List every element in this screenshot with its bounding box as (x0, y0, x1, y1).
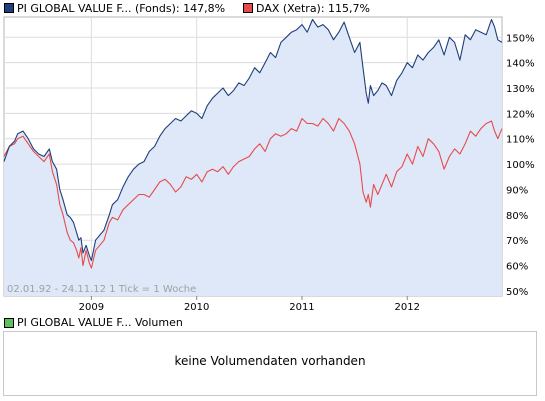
legend-swatch-dax (243, 3, 254, 13)
legend-swatch-fund (4, 3, 14, 13)
volume-empty-message: keine Volumendaten vorhanden (174, 354, 366, 368)
y-tick-label: 140% (506, 59, 535, 70)
chart-legend: PI GLOBAL VALUE F... (Fonds): 147,8% DAX… (4, 0, 388, 16)
y-tick-label: 130% (506, 84, 535, 95)
x-tick-label: 2012 (395, 302, 420, 313)
legend-item-fund: PI GLOBAL VALUE F... (Fonds): 147,8% (4, 2, 225, 15)
y-tick-label: 60% (506, 262, 528, 273)
legend-label-fund: PI GLOBAL VALUE F... (Fonds): 147,8% (17, 1, 226, 15)
x-tick-label: 2011 (289, 302, 314, 313)
y-tick-label: 50% (506, 287, 528, 298)
legend-item-dax: DAX (Xetra): 115,7% (243, 2, 370, 15)
dax-series-line (3, 117, 503, 269)
volume-legend: PI GLOBAL VALUE F... Volumen (4, 316, 183, 329)
volume-panel: keine Volumendaten vorhanden (3, 331, 537, 396)
y-tick-label: 80% (506, 211, 528, 222)
range-label: 02.01.92 - 24.11.12 1 Tick = 1 Woche (7, 284, 196, 295)
fund-area-fill (4, 19, 502, 296)
volume-legend-label: PI GLOBAL VALUE F... Volumen (17, 316, 183, 329)
y-tick-label: 70% (506, 236, 528, 247)
x-tick-label: 2010 (184, 302, 209, 313)
legend-label-dax: DAX (Xetra): 115,7% (256, 1, 370, 15)
y-tick-label: 90% (506, 185, 528, 196)
x-tick-label: 2009 (79, 302, 104, 313)
volume-legend-swatch (4, 317, 14, 328)
y-tick-label: 110% (506, 135, 535, 146)
price-chart: 50% 60% 70% 80% 90% 100% 110% 120% 130% 140% 150% 2… (3, 16, 535, 313)
y-tick-label: 120% (506, 109, 535, 120)
y-tick-label: 150% (506, 33, 535, 44)
fund-series-line (3, 18, 503, 262)
y-tick-label: 100% (506, 160, 535, 171)
